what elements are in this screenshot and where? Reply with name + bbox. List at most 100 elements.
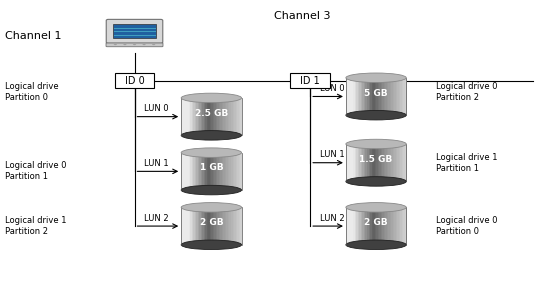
Polygon shape bbox=[346, 144, 348, 181]
Polygon shape bbox=[234, 207, 236, 245]
Text: Logical drive
Partition 0: Logical drive Partition 0 bbox=[5, 82, 59, 102]
Polygon shape bbox=[379, 144, 381, 181]
Polygon shape bbox=[367, 78, 369, 115]
Polygon shape bbox=[199, 98, 201, 135]
Polygon shape bbox=[376, 78, 378, 115]
Polygon shape bbox=[372, 207, 373, 245]
Polygon shape bbox=[214, 98, 216, 135]
Polygon shape bbox=[189, 207, 191, 245]
Polygon shape bbox=[348, 207, 350, 245]
Polygon shape bbox=[380, 144, 383, 181]
Polygon shape bbox=[222, 207, 224, 245]
Polygon shape bbox=[204, 98, 206, 135]
Ellipse shape bbox=[181, 93, 242, 103]
Text: 5 GB: 5 GB bbox=[364, 88, 388, 98]
Polygon shape bbox=[189, 98, 191, 135]
Polygon shape bbox=[211, 207, 214, 245]
Polygon shape bbox=[201, 153, 203, 190]
Polygon shape bbox=[223, 207, 226, 245]
Polygon shape bbox=[213, 153, 215, 190]
Polygon shape bbox=[402, 144, 404, 181]
Polygon shape bbox=[216, 98, 218, 135]
Polygon shape bbox=[394, 144, 396, 181]
Polygon shape bbox=[222, 98, 224, 135]
Polygon shape bbox=[238, 98, 240, 135]
Polygon shape bbox=[198, 153, 200, 190]
Polygon shape bbox=[346, 207, 348, 245]
Polygon shape bbox=[231, 98, 233, 135]
Polygon shape bbox=[191, 153, 192, 190]
Polygon shape bbox=[237, 98, 239, 135]
Polygon shape bbox=[192, 153, 194, 190]
Polygon shape bbox=[405, 207, 407, 245]
Polygon shape bbox=[195, 207, 197, 245]
Polygon shape bbox=[195, 98, 197, 135]
Polygon shape bbox=[364, 207, 366, 245]
Polygon shape bbox=[197, 98, 198, 135]
Polygon shape bbox=[386, 207, 389, 245]
Text: 2.5 GB: 2.5 GB bbox=[195, 109, 228, 118]
Polygon shape bbox=[399, 207, 401, 245]
Polygon shape bbox=[350, 78, 352, 115]
Polygon shape bbox=[350, 207, 352, 245]
Polygon shape bbox=[219, 98, 221, 135]
Polygon shape bbox=[394, 207, 396, 245]
Polygon shape bbox=[193, 98, 195, 135]
Polygon shape bbox=[368, 78, 371, 115]
Polygon shape bbox=[396, 78, 397, 115]
Polygon shape bbox=[229, 207, 232, 245]
Polygon shape bbox=[209, 207, 210, 245]
Ellipse shape bbox=[152, 44, 155, 45]
Polygon shape bbox=[187, 207, 189, 245]
Polygon shape bbox=[378, 78, 380, 115]
Polygon shape bbox=[346, 78, 348, 115]
Polygon shape bbox=[238, 207, 240, 245]
Polygon shape bbox=[184, 98, 186, 135]
Polygon shape bbox=[186, 207, 188, 245]
Polygon shape bbox=[354, 78, 356, 115]
Ellipse shape bbox=[346, 240, 406, 249]
Polygon shape bbox=[228, 98, 230, 135]
Polygon shape bbox=[211, 153, 214, 190]
Polygon shape bbox=[385, 144, 387, 181]
Polygon shape bbox=[225, 153, 227, 190]
Polygon shape bbox=[210, 153, 212, 190]
Polygon shape bbox=[240, 153, 242, 190]
Polygon shape bbox=[193, 153, 195, 190]
Polygon shape bbox=[364, 78, 366, 115]
Polygon shape bbox=[386, 144, 389, 181]
Polygon shape bbox=[362, 207, 365, 245]
Polygon shape bbox=[356, 78, 358, 115]
Polygon shape bbox=[384, 207, 385, 245]
Polygon shape bbox=[393, 144, 395, 181]
Polygon shape bbox=[379, 207, 381, 245]
Polygon shape bbox=[181, 98, 183, 135]
Polygon shape bbox=[204, 207, 206, 245]
Polygon shape bbox=[355, 78, 357, 115]
Polygon shape bbox=[396, 144, 397, 181]
Polygon shape bbox=[403, 207, 405, 245]
Text: Logical drive 0
Partition 2: Logical drive 0 Partition 2 bbox=[436, 82, 498, 102]
Polygon shape bbox=[380, 207, 383, 245]
Polygon shape bbox=[205, 207, 208, 245]
Ellipse shape bbox=[346, 73, 406, 83]
Polygon shape bbox=[193, 207, 195, 245]
Polygon shape bbox=[366, 78, 368, 115]
Polygon shape bbox=[221, 98, 222, 135]
Ellipse shape bbox=[124, 44, 127, 45]
Polygon shape bbox=[391, 144, 393, 181]
Polygon shape bbox=[209, 98, 210, 135]
Polygon shape bbox=[199, 153, 201, 190]
Polygon shape bbox=[225, 98, 227, 135]
Polygon shape bbox=[349, 144, 351, 181]
Polygon shape bbox=[226, 207, 228, 245]
Polygon shape bbox=[374, 207, 377, 245]
Polygon shape bbox=[222, 153, 224, 190]
Polygon shape bbox=[350, 144, 352, 181]
Polygon shape bbox=[184, 207, 186, 245]
Polygon shape bbox=[397, 144, 399, 181]
Polygon shape bbox=[397, 78, 399, 115]
Text: 1 GB: 1 GB bbox=[199, 163, 223, 173]
Polygon shape bbox=[198, 207, 200, 245]
Polygon shape bbox=[364, 144, 366, 181]
